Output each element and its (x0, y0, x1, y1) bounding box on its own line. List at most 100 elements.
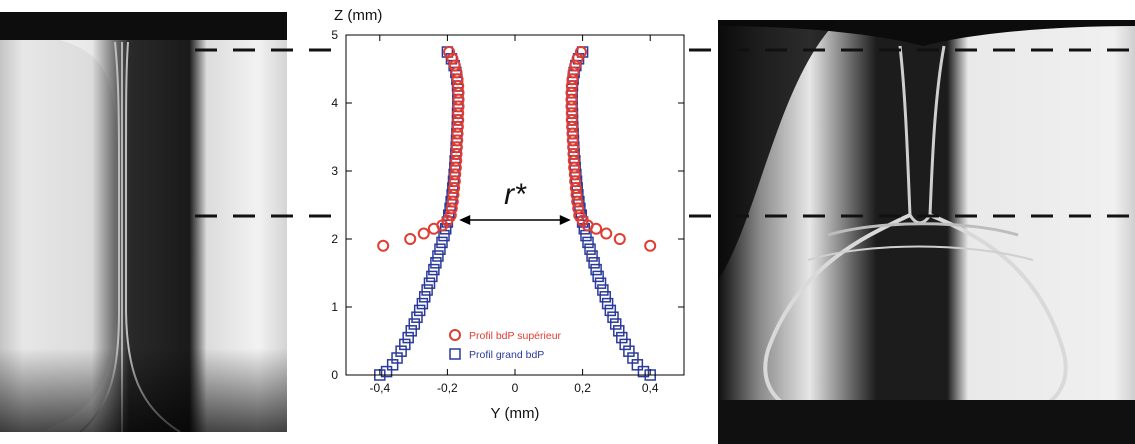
data-point-square (637, 365, 650, 378)
data-point-circle (417, 227, 430, 240)
data-point-circle (450, 148, 463, 160)
data-point-circle (448, 182, 461, 194)
y-tick-label: 4 (331, 96, 338, 110)
y-tick-label: 3 (331, 164, 338, 178)
x-tick-label: -0,2 (437, 381, 458, 395)
y-axis-label: Z (mm) (334, 7, 382, 24)
data-point-square (380, 365, 393, 378)
r-star-label: r* (504, 178, 527, 211)
data-point-circle (600, 227, 613, 240)
data-point-circle (567, 154, 580, 167)
data-point-square (430, 257, 442, 269)
data-point-circle (644, 239, 657, 252)
data-point-square (439, 223, 452, 235)
data-point-square (609, 318, 622, 330)
data-point-square (597, 284, 609, 296)
y-tick-label: 0 (331, 368, 338, 382)
data-point-square (578, 223, 591, 235)
data-point-circle (565, 114, 578, 126)
data-point-circle (427, 222, 440, 235)
data-point-square (631, 359, 644, 371)
r-star-arrowhead-right (559, 214, 571, 225)
y-tick-label: 5 (331, 28, 338, 42)
data-point-circle (565, 100, 578, 113)
data-point-circle (566, 73, 579, 86)
data-point-circle (451, 127, 464, 140)
legend-marker-circle (449, 329, 461, 341)
data-point-square (405, 325, 417, 337)
data-point-square (416, 297, 429, 310)
data-point-square (586, 250, 598, 262)
data-point-circle (452, 86, 465, 99)
y-tick-label: 2 (331, 232, 338, 246)
data-point-circle (377, 239, 390, 252)
data-point-square (399, 338, 411, 351)
data-point-circle (449, 168, 462, 181)
data-point-circle (447, 188, 460, 201)
data-point-circle (452, 80, 465, 92)
data-point-circle (590, 222, 603, 235)
y-tick-label: 1 (331, 300, 338, 314)
data-point-circle (452, 93, 465, 106)
data-point-square (616, 331, 628, 344)
data-point-circle (565, 107, 578, 120)
data-point-circle (574, 46, 587, 58)
data-point-circle (451, 120, 464, 133)
data-point-circle (448, 59, 461, 72)
data-point-circle (446, 195, 459, 208)
data-point-square (436, 236, 448, 249)
x-tick-label: 0,4 (642, 381, 659, 395)
data-point-circle (613, 233, 626, 245)
data-point-circle (450, 66, 463, 79)
data-point-square (408, 318, 421, 330)
data-point-circle (566, 134, 579, 147)
legend-marker-square (449, 348, 461, 360)
data-point-circle (569, 175, 582, 188)
data-point-circle (452, 100, 465, 113)
data-point-square (421, 284, 433, 296)
data-point-square (588, 257, 600, 269)
data-point-circle (567, 148, 580, 160)
data-point-square (590, 263, 602, 276)
data-point-square (613, 325, 625, 337)
data-point-square (582, 236, 594, 249)
legend-label: Profil bdP supérieur (469, 330, 562, 342)
data-point-circle (566, 127, 579, 140)
data-point-circle (450, 141, 463, 154)
data-point-square (386, 359, 399, 371)
data-point-circle (443, 46, 456, 58)
data-point-square (601, 297, 614, 310)
data-point-square (594, 277, 607, 289)
data-point-square (411, 311, 423, 323)
data-point-square (584, 243, 596, 255)
data-point-circle (567, 66, 580, 79)
data-point-circle (565, 80, 578, 92)
data-point-circle (448, 175, 461, 188)
data-point-square (419, 291, 431, 303)
data-point-circle (567, 141, 580, 154)
r-star-arrowhead-left (459, 214, 471, 225)
data-point-circle (565, 86, 578, 99)
data-point-circle (446, 52, 459, 65)
legend-label: Profil grand bdP (469, 349, 544, 361)
data-point-circle (571, 195, 584, 208)
data-point-square (434, 243, 446, 255)
data-point-circle (568, 161, 581, 174)
data-point-circle (451, 134, 464, 147)
data-point-circle (404, 233, 417, 245)
data-point-circle (572, 202, 585, 215)
data-point-circle (571, 52, 584, 65)
data-point-square (599, 291, 611, 303)
data-point-circle (445, 202, 458, 215)
data-point-circle (568, 168, 581, 181)
data-point-square (423, 277, 436, 289)
data-point-square (623, 345, 635, 357)
data-point-square (402, 331, 414, 344)
data-point-square (607, 311, 619, 323)
data-point-circle (452, 114, 465, 126)
data-point-square (619, 338, 631, 351)
data-point-circle (570, 188, 583, 201)
data-point-circle (569, 59, 582, 72)
data-point-square (428, 263, 440, 276)
